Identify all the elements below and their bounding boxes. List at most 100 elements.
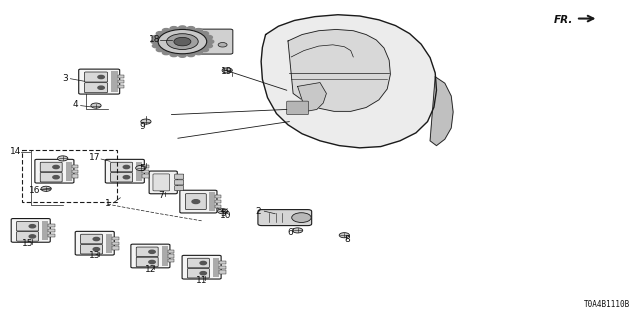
- Bar: [143, 170, 149, 173]
- Circle shape: [170, 27, 178, 30]
- Text: 13: 13: [89, 252, 100, 260]
- Text: 3: 3: [63, 74, 68, 83]
- Circle shape: [124, 176, 130, 179]
- FancyBboxPatch shape: [12, 219, 51, 242]
- Circle shape: [174, 37, 191, 46]
- Circle shape: [195, 51, 202, 55]
- Circle shape: [124, 165, 130, 169]
- Bar: [168, 259, 174, 262]
- Bar: [113, 246, 119, 250]
- Circle shape: [195, 28, 202, 32]
- FancyBboxPatch shape: [149, 171, 177, 194]
- Bar: [113, 242, 119, 245]
- Text: 19: 19: [221, 68, 233, 76]
- Circle shape: [98, 76, 104, 79]
- Circle shape: [156, 48, 164, 52]
- Circle shape: [205, 44, 212, 48]
- FancyBboxPatch shape: [40, 172, 62, 182]
- Bar: [118, 85, 124, 88]
- Circle shape: [292, 213, 311, 222]
- Circle shape: [179, 26, 186, 30]
- Text: T0A4B1110B: T0A4B1110B: [584, 300, 630, 309]
- Text: 2: 2: [255, 207, 260, 216]
- Circle shape: [141, 119, 151, 124]
- FancyBboxPatch shape: [161, 246, 168, 266]
- FancyBboxPatch shape: [287, 101, 308, 115]
- Polygon shape: [430, 77, 453, 146]
- Text: 15: 15: [22, 239, 34, 248]
- Circle shape: [218, 43, 227, 47]
- Text: 14: 14: [10, 147, 21, 156]
- FancyBboxPatch shape: [175, 174, 184, 179]
- Bar: [168, 250, 174, 253]
- Bar: [219, 261, 226, 264]
- FancyBboxPatch shape: [175, 186, 184, 191]
- Bar: [215, 205, 221, 208]
- FancyBboxPatch shape: [111, 172, 132, 182]
- Circle shape: [170, 53, 178, 57]
- Text: 10: 10: [220, 211, 231, 220]
- Text: 6: 6: [287, 228, 292, 237]
- Text: FR.: FR.: [554, 15, 573, 25]
- Circle shape: [98, 86, 104, 89]
- FancyBboxPatch shape: [180, 190, 217, 213]
- Bar: [219, 266, 226, 269]
- Circle shape: [58, 156, 68, 161]
- Text: 12: 12: [145, 265, 156, 274]
- Text: 8: 8: [344, 236, 349, 244]
- FancyBboxPatch shape: [212, 258, 219, 277]
- FancyBboxPatch shape: [81, 244, 102, 254]
- Text: 16: 16: [29, 186, 41, 195]
- FancyBboxPatch shape: [81, 234, 102, 244]
- Circle shape: [163, 28, 170, 32]
- Bar: [72, 170, 78, 173]
- FancyBboxPatch shape: [188, 258, 209, 268]
- Circle shape: [156, 32, 164, 36]
- Circle shape: [53, 165, 60, 169]
- Bar: [168, 254, 174, 258]
- Circle shape: [200, 261, 207, 265]
- Circle shape: [91, 103, 101, 108]
- FancyBboxPatch shape: [182, 255, 221, 279]
- Circle shape: [53, 176, 60, 179]
- FancyBboxPatch shape: [111, 71, 118, 92]
- FancyBboxPatch shape: [42, 221, 49, 240]
- Circle shape: [151, 40, 159, 44]
- Bar: [219, 270, 226, 274]
- Circle shape: [222, 68, 232, 73]
- Circle shape: [163, 51, 170, 55]
- Circle shape: [41, 186, 51, 191]
- Circle shape: [201, 32, 209, 36]
- FancyBboxPatch shape: [136, 247, 158, 257]
- Bar: [49, 224, 55, 227]
- FancyBboxPatch shape: [153, 174, 170, 191]
- Bar: [118, 80, 124, 83]
- Bar: [118, 75, 124, 78]
- Bar: [49, 234, 55, 237]
- Bar: [143, 165, 149, 168]
- Text: 7: 7: [159, 191, 164, 200]
- Bar: [113, 237, 119, 240]
- Circle shape: [187, 27, 195, 30]
- Circle shape: [149, 250, 156, 253]
- Text: 17: 17: [89, 153, 100, 162]
- FancyBboxPatch shape: [40, 162, 62, 172]
- Circle shape: [339, 233, 349, 238]
- Circle shape: [29, 225, 36, 228]
- FancyBboxPatch shape: [17, 221, 38, 231]
- FancyBboxPatch shape: [84, 72, 108, 82]
- Circle shape: [93, 237, 100, 241]
- FancyBboxPatch shape: [111, 162, 132, 172]
- Bar: [72, 174, 78, 178]
- FancyBboxPatch shape: [106, 234, 113, 253]
- FancyBboxPatch shape: [17, 232, 38, 241]
- FancyBboxPatch shape: [105, 159, 145, 183]
- Bar: [72, 165, 78, 168]
- FancyBboxPatch shape: [84, 83, 108, 93]
- Circle shape: [292, 228, 303, 233]
- Polygon shape: [261, 15, 436, 148]
- Circle shape: [179, 53, 186, 57]
- Circle shape: [93, 248, 100, 251]
- FancyBboxPatch shape: [79, 69, 120, 94]
- FancyBboxPatch shape: [258, 210, 312, 226]
